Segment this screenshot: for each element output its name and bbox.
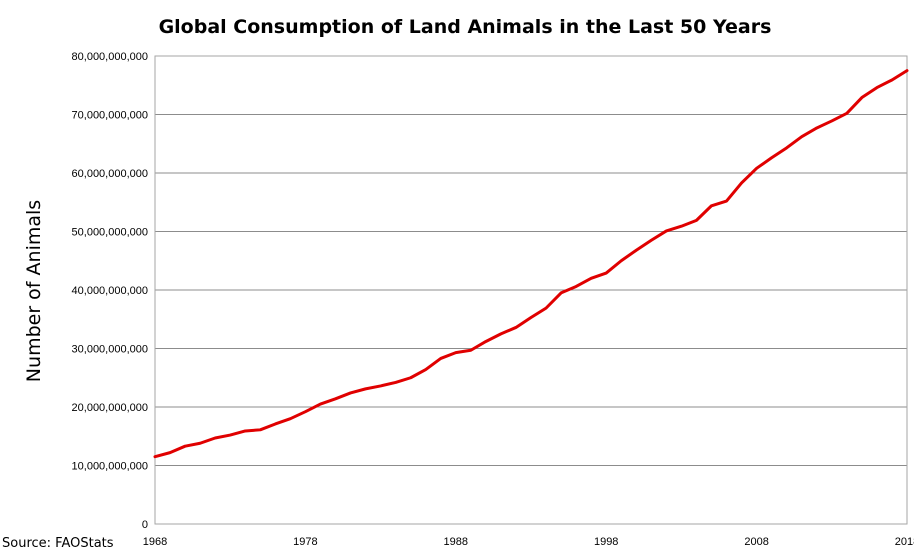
x-tick-label: 1978 <box>293 536 317 548</box>
x-tick-label: 2008 <box>744 536 768 548</box>
chart-title: Global Consumption of Land Animals in th… <box>159 16 772 38</box>
y-tick-label: 10,000,000,000 <box>72 461 148 473</box>
x-tick-label: 1998 <box>594 536 618 548</box>
series-line <box>153 69 909 459</box>
x-tick-label: 1988 <box>444 536 468 548</box>
y-tick-label: 0 <box>142 519 148 531</box>
y-tick-label: 70,000,000,000 <box>72 110 148 122</box>
gridlines <box>155 55 907 466</box>
y-tick-label: 40,000,000,000 <box>72 285 148 297</box>
y-axis-ticks: 0 10,000,000,000 20,000,000,000 30,000,000,… <box>72 51 148 531</box>
x-axis-ticks: 1968 1978 1988 1998 2008 2018 <box>143 536 914 548</box>
x-tick-label: 1968 <box>143 536 167 548</box>
y-tick-label: 30,000,000,000 <box>72 344 148 356</box>
y-tick-label: 20,000,000,000 <box>72 402 148 414</box>
y-tick-label: 80,000,000,000 <box>72 51 148 63</box>
source-note: Source: FAOStats <box>2 536 114 551</box>
x-tick-label: 2018 <box>895 536 914 548</box>
y-tick-label: 50,000,000,000 <box>72 227 148 239</box>
plot-area-border <box>154 55 908 525</box>
y-tick-label: 60,000,000,000 <box>72 168 148 180</box>
y-axis-label: Number of Animals <box>23 200 45 382</box>
